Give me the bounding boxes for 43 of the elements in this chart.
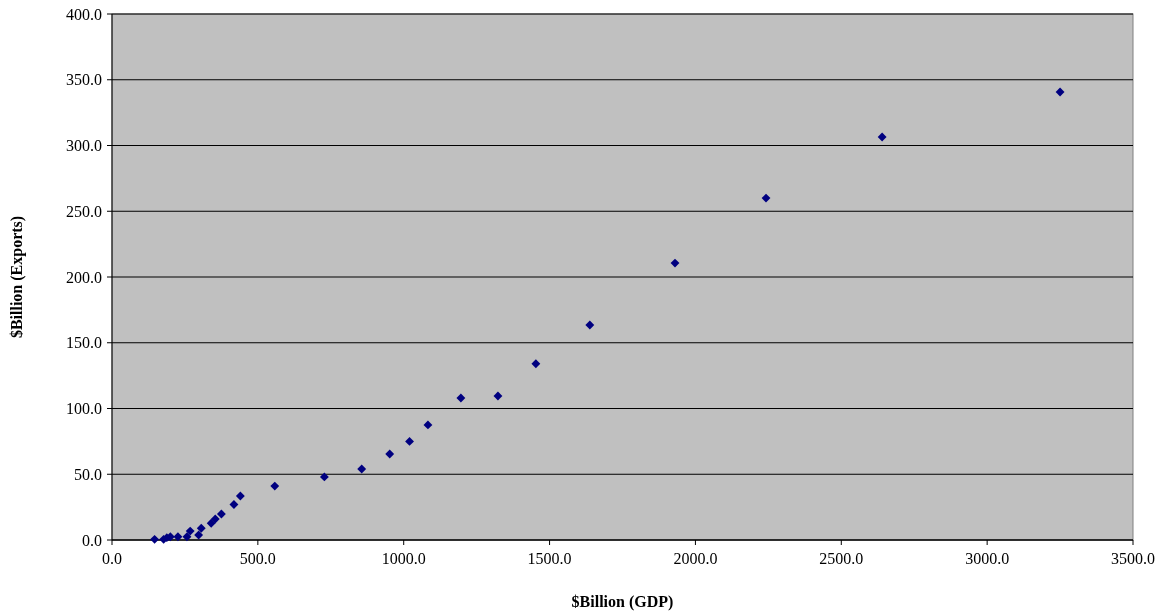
y-tick-label: 350.0 — [66, 71, 102, 89]
x-tick-label: 3500.0 — [1111, 550, 1155, 567]
y-tick-label: 0.0 — [82, 531, 102, 549]
point — [216, 509, 226, 519]
y-tick-label: 400.0 — [66, 5, 102, 23]
point — [1055, 87, 1065, 97]
point — [423, 420, 433, 430]
x-tick-label: 2000.0 — [673, 550, 718, 567]
point — [319, 472, 329, 482]
y-tick-label: 200.0 — [66, 268, 102, 286]
y-axis-title: $Billion (Exports) — [8, 215, 26, 339]
y-tick-label: 250.0 — [66, 202, 102, 220]
y-tick-label: 50.0 — [74, 465, 102, 483]
point — [229, 500, 239, 509]
point — [456, 393, 466, 403]
point — [493, 391, 503, 401]
point — [585, 320, 595, 330]
point — [405, 436, 414, 446]
point — [385, 449, 395, 459]
point — [235, 491, 245, 501]
point — [185, 526, 195, 536]
x-axis-title: $Billion (GDP) — [571, 593, 674, 611]
point — [877, 132, 887, 142]
point — [150, 534, 160, 544]
x-tick-label: 500.0 — [239, 550, 276, 567]
x-tick-label: 1000.0 — [381, 550, 426, 567]
point — [196, 523, 206, 533]
point — [194, 530, 204, 540]
point — [270, 481, 280, 491]
y-tick-label: 300.0 — [66, 137, 102, 155]
point — [761, 193, 771, 203]
y-tick-label: 150.0 — [66, 334, 102, 352]
point — [670, 258, 680, 268]
point — [357, 464, 367, 474]
x-tick-label: 2500.0 — [819, 550, 864, 567]
point — [210, 514, 220, 524]
x-tick-label: 3000.0 — [965, 550, 1010, 567]
point — [182, 532, 192, 542]
point — [173, 532, 183, 542]
x-tick-label: 1500.0 — [527, 550, 572, 567]
y-tick-label: 100.0 — [66, 400, 102, 418]
point — [531, 359, 541, 369]
x-tick-label: 0.0 — [102, 550, 122, 567]
